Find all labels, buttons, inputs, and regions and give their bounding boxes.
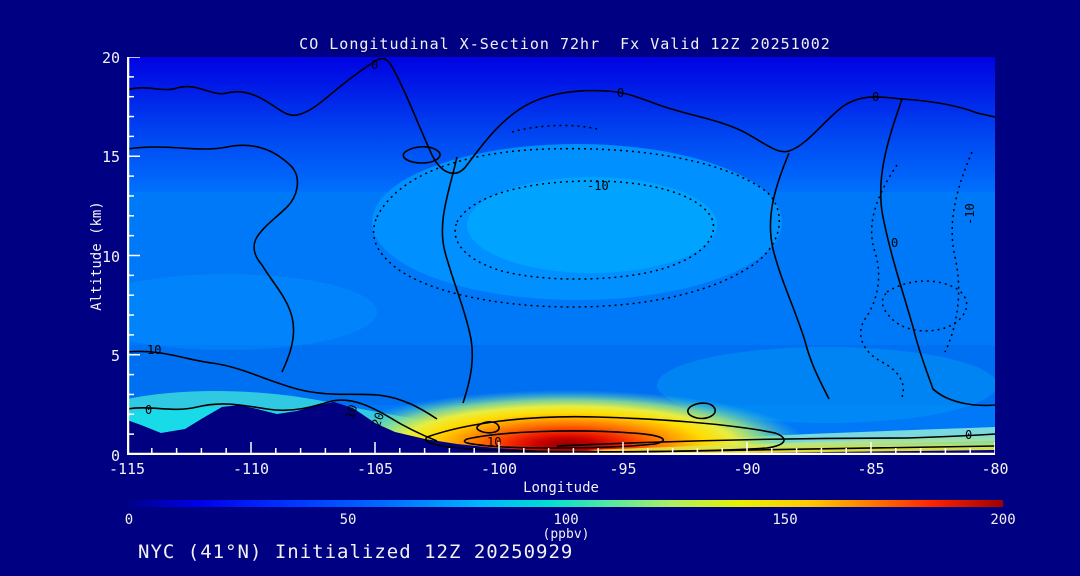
xsection-plot-area: 0 0 0 0 0 0 10 10 -10 -10 10 20 [127,57,995,455]
x-axis-label: Longitude [523,480,599,496]
x-tick--105: -105 [356,460,394,478]
colorbar-tick-200: 200 [990,512,1016,528]
y-tick-20: 20 [101,49,120,67]
contour-label-0-mid: 0 [617,86,624,100]
filled-contour-field [127,57,995,455]
contour-label-0-right: 0 [872,90,879,104]
colorbar-tick-150: 150 [772,512,798,528]
contour-label-10-west: 10 [147,343,161,357]
y-tick-15: 15 [101,148,120,166]
x-tick--100: -100 [480,460,518,478]
terrain-silhouette [127,402,995,455]
y-tick-5: 5 [110,347,120,365]
surface-warm-strip [587,435,995,455]
xsection-plot-svg: 0 0 0 0 0 0 10 10 -10 -10 10 20 [127,57,995,455]
colorbar-gradient [129,500,1003,507]
colorbar-tick-100: 100 [553,512,579,528]
x-tick--95: -95 [609,460,637,478]
colorbar-unit-label: (ppbv) [542,527,590,542]
contour-label-0-top: 0 [371,58,378,72]
contour-label-10-terrain: 10 [342,403,360,421]
plume-hotspot [327,390,807,455]
contour-label-0-se: 0 [965,428,972,442]
y-tick-0: 0 [110,447,120,465]
x-tick--85: -85 [857,460,885,478]
contour-label-0-east: 0 [891,236,898,250]
colorbar-tick-0: 0 [124,512,134,528]
contour-label-20-terrain: 20 [369,410,387,428]
colorbar-tick-50: 50 [339,512,357,528]
contour-labels: 0 0 0 0 0 0 10 10 -10 -10 10 20 [145,58,977,449]
x-tick--90: -90 [733,460,761,478]
plot-title: CO Longitudinal X-Section 72hr Fx Valid … [299,35,831,53]
x-tick--110: -110 [232,460,270,478]
y-tick-10: 10 [101,248,120,266]
contour-label-m10-east: -10 [963,203,977,225]
contour-lines-dotted [372,124,973,398]
x-tick--80: -80 [981,460,1009,478]
x-tick--115: -115 [108,460,146,478]
contour-lines-solid [127,57,995,454]
contour-label-0-west: 0 [145,403,152,417]
contour-label-m10-mid: -10 [587,179,609,193]
contour-label-10-plume: 10 [487,435,501,449]
init-annotation: NYC (41°N) Initialized 12Z 20250929 [138,541,574,563]
